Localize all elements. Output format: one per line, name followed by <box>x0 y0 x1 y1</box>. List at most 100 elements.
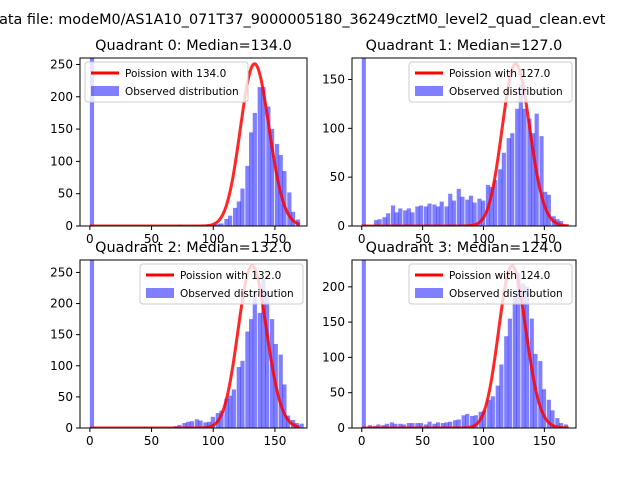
y-tick-label: 150 <box>322 315 345 329</box>
histogram-bar <box>299 423 304 428</box>
legend-observed-label: Observed distribution <box>449 288 563 300</box>
x-tick-label: 100 <box>472 232 495 246</box>
subplot-title: Quadrant 0: Median=134.0 <box>95 38 292 54</box>
histogram-bar <box>384 423 390 428</box>
histogram-bar <box>386 213 391 226</box>
histogram-bar <box>89 58 95 226</box>
histogram-bar <box>448 193 453 226</box>
histogram-bar <box>521 283 526 428</box>
histogram-bar <box>418 205 424 226</box>
histogram-bar <box>257 312 262 428</box>
legend: Poission with 134.0 Observed distribution <box>84 61 249 103</box>
x-tick-label: 0 <box>86 434 94 448</box>
histogram-bar <box>228 215 233 226</box>
histogram-bar <box>555 418 560 428</box>
histogram-bar <box>182 423 187 428</box>
y-tick-label: 0 <box>337 421 345 435</box>
histogram-bar <box>460 196 465 226</box>
histogram-bar <box>423 206 428 226</box>
histogram-bar <box>510 133 515 226</box>
legend-poisson-label: Poission with 132.0 <box>180 270 281 282</box>
histogram-bar <box>506 138 511 226</box>
histogram-bar <box>393 423 398 428</box>
legend-observed-swatch <box>415 288 443 298</box>
histogram-bar <box>261 87 266 226</box>
histogram-bar <box>546 194 551 226</box>
histogram-bar <box>245 165 250 226</box>
histogram-bar <box>516 272 521 428</box>
histogram-bar <box>487 399 492 428</box>
x-tick-label: 150 <box>263 232 286 246</box>
histogram-bar <box>210 416 215 428</box>
histogram-bar <box>550 410 555 428</box>
y-tick-label: 0 <box>65 219 73 233</box>
x-tick-label: 0 <box>358 434 366 448</box>
y-tick-label: 0 <box>65 421 73 435</box>
x-tick-label: 50 <box>144 434 159 448</box>
y-tick-label: 100 <box>50 154 73 168</box>
histogram-bar <box>232 207 238 226</box>
histogram-bar <box>444 422 449 428</box>
histogram-bar <box>465 413 470 428</box>
legend: Poission with 127.0 Observed distribution <box>408 61 573 103</box>
legend-poisson-label: Poission with 127.0 <box>449 68 550 80</box>
x-tick-label: 150 <box>263 434 286 448</box>
x-tick-label: 100 <box>202 434 225 448</box>
histogram-bar <box>490 396 495 428</box>
histogram-bar <box>228 395 233 428</box>
histogram-bar <box>240 188 245 226</box>
histogram-bar <box>495 385 500 428</box>
histogram-bar <box>266 106 271 226</box>
legend-observed-swatch <box>415 86 443 96</box>
figure-title: Data file: modeM0/AS1A10_071T37_90000051… <box>0 12 606 28</box>
legend: Poission with 124.0 Observed distribution <box>408 263 573 305</box>
histogram-bar <box>398 423 403 428</box>
histogram-bar <box>518 84 523 226</box>
histogram-bar <box>539 136 544 226</box>
histogram-bar <box>394 212 399 226</box>
legend-box <box>408 263 573 305</box>
legend-box <box>408 61 573 103</box>
subplot-quadrant-1: Quadrant 1: Median=127.0 0 50 100 150 0 50 100 1… <box>322 38 577 246</box>
histogram-bar <box>224 398 229 428</box>
histogram-bar <box>440 423 446 428</box>
histogram-bar <box>282 171 287 226</box>
y-tick-label: 150 <box>322 72 345 86</box>
legend-observed-swatch <box>91 86 119 96</box>
axes-frame <box>351 259 577 429</box>
x-tick-label: 50 <box>415 232 430 246</box>
histogram-bar <box>522 108 527 226</box>
histogram-bar <box>423 424 428 428</box>
histogram-bar <box>415 423 420 428</box>
histogram-bar <box>189 421 194 428</box>
legend-observed-label: Observed distribution <box>449 86 563 98</box>
histogram-bar <box>274 143 280 226</box>
histogram-bar <box>461 415 466 428</box>
histogram-bar <box>265 291 270 428</box>
y-tick-label: 0 <box>337 219 345 233</box>
histogram-bar <box>403 210 408 226</box>
histogram-bar <box>207 421 212 428</box>
histogram-bar <box>427 421 432 428</box>
histogram-bar <box>563 424 568 428</box>
histogram-bar <box>194 419 199 428</box>
histogram-bar <box>261 278 266 428</box>
histogram-bar <box>489 186 494 226</box>
histogram-bar <box>287 192 292 226</box>
histogram-bar <box>439 201 444 226</box>
histogram-bar <box>373 220 379 226</box>
x-tick-label: 150 <box>533 434 556 448</box>
y-tick-label: 50 <box>58 390 73 404</box>
y-tick-label: 100 <box>50 359 73 373</box>
x-tick-label: 0 <box>86 232 94 246</box>
histogram-bar <box>410 212 415 226</box>
histogram-bar <box>456 188 461 226</box>
histogram-bar <box>524 286 530 428</box>
histogram-bar <box>376 424 381 428</box>
histogram-bar <box>252 291 257 428</box>
histogram-bar <box>530 133 536 226</box>
y-tick-label: 200 <box>322 280 345 294</box>
histogram-bar <box>245 331 250 428</box>
histogram-bar <box>257 87 262 226</box>
